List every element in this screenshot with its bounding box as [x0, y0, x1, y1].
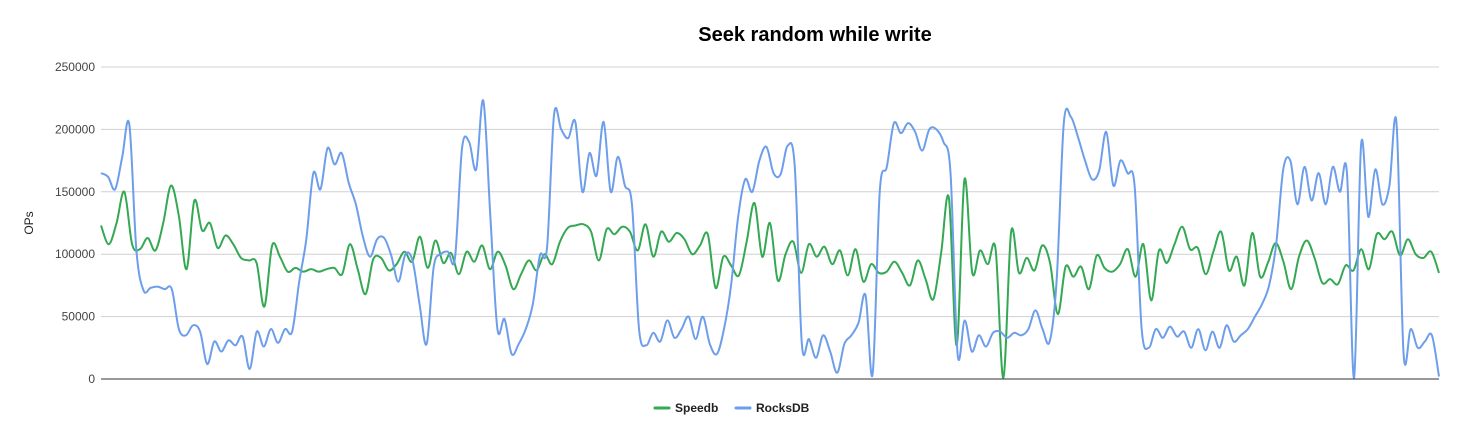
- gridlines: [101, 67, 1439, 317]
- y-axis-ticks: 0 50000 100000 150000 200000 250000: [55, 60, 95, 386]
- legend-label-speedb: Speedb: [675, 401, 718, 415]
- y-tick-label: 150000: [55, 185, 95, 199]
- y-tick-label: 0: [88, 372, 95, 386]
- legend-label-rocksdb: RocksDB: [756, 401, 810, 415]
- series-line-rocksdb: [101, 100, 1439, 378]
- y-axis-label: OPs: [22, 211, 36, 234]
- y-tick-label: 200000: [55, 122, 95, 136]
- chart-title: Seek random while write: [698, 24, 931, 46]
- y-tick-label: 100000: [55, 247, 95, 261]
- series-line-speedb: [101, 178, 1439, 378]
- y-tick-label: 250000: [55, 60, 95, 74]
- legend: Speedb RocksDB: [655, 401, 810, 415]
- series-lines: [101, 100, 1439, 378]
- y-tick-label: 50000: [62, 310, 96, 324]
